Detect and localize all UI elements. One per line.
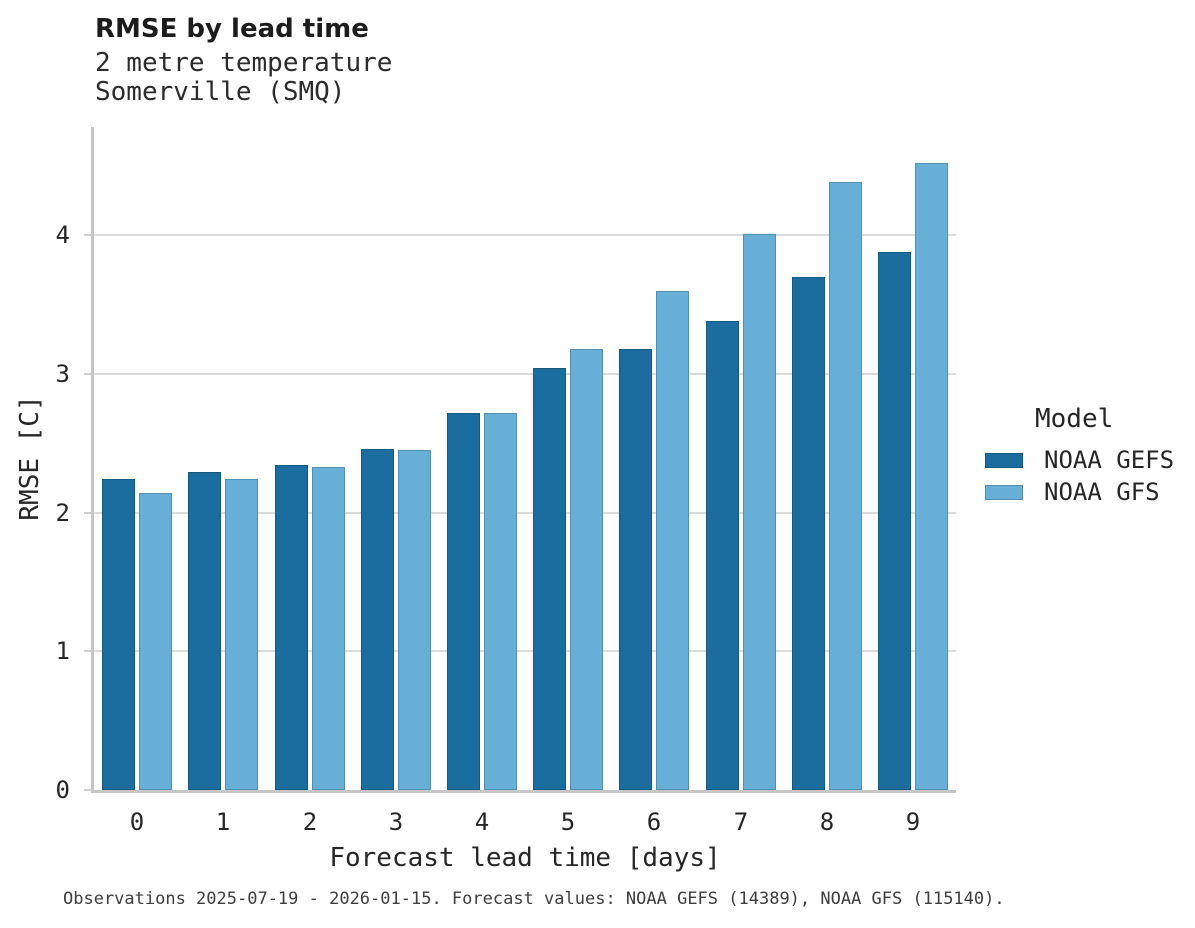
chart-subtitle-line1: 2 metre temperature (95, 48, 393, 78)
gridline-y-2 (94, 511, 956, 514)
y-tick-label-2: 2 (55, 498, 70, 527)
chart-subtitle-line2: Somerville (SMQ) (95, 77, 346, 107)
gridline-y-4 (94, 234, 956, 237)
gridline-y-3 (94, 372, 956, 375)
legend-label-noaa-gfs: NOAA GFS (1044, 478, 1160, 506)
bar-noaa-gefs-day-8 (792, 277, 825, 790)
chart-subtitle: 2 metre temperature Somerville (SMQ) (95, 49, 392, 107)
bar-noaa-gfs-day-5 (570, 349, 603, 790)
bar-noaa-gefs-day-6 (619, 349, 652, 790)
legend-swatch-noaa-gfs (985, 484, 1023, 500)
bar-noaa-gefs-day-3 (361, 449, 394, 790)
y-tick-label-1: 1 (55, 637, 70, 666)
bar-noaa-gfs-day-0 (139, 493, 172, 790)
y-tick-mark-0 (84, 789, 91, 791)
legend-title: Model (1035, 404, 1114, 434)
x-tick-label-2: 2 (302, 808, 318, 836)
bar-noaa-gefs-day-2 (275, 465, 308, 790)
bar-noaa-gefs-day-5 (533, 368, 566, 790)
bar-noaa-gfs-day-9 (915, 163, 948, 790)
x-tick-label-0: 0 (129, 808, 145, 836)
legend-swatch-noaa-gefs (985, 452, 1023, 468)
bar-noaa-gefs-day-4 (447, 413, 480, 790)
x-tick-label-3: 3 (388, 808, 404, 836)
bar-noaa-gfs-day-7 (743, 234, 776, 790)
legend-label-noaa-gefs: NOAA GEFS (1044, 446, 1175, 474)
x-tick-label-4: 4 (474, 808, 490, 836)
bar-noaa-gefs-day-7 (706, 321, 739, 790)
x-tick-label-6: 6 (646, 808, 662, 836)
y-tick-mark-1 (84, 650, 91, 653)
bar-noaa-gfs-day-3 (398, 450, 431, 790)
bar-noaa-gfs-day-4 (484, 413, 517, 790)
x-tick-label-7: 7 (733, 808, 749, 836)
y-tick-label-4: 4 (55, 221, 70, 250)
bar-noaa-gfs-day-6 (656, 291, 689, 790)
y-tick-label-3: 3 (55, 359, 70, 388)
bar-noaa-gfs-day-8 (829, 182, 862, 790)
y-tick-mark-3 (84, 372, 91, 375)
bar-noaa-gfs-day-1 (225, 479, 258, 790)
x-tick-label-9: 9 (905, 808, 921, 836)
caption: Observations 2025-07-19 - 2026-01-15. Fo… (63, 889, 1005, 909)
bar-noaa-gefs-day-1 (188, 472, 221, 790)
legend: Model NOAA GEFS NOAA GFS (985, 404, 1174, 508)
x-tick-label-5: 5 (560, 808, 576, 836)
y-tick-mark-2 (84, 511, 91, 514)
y-tick-label-0: 0 (55, 776, 70, 804)
legend-item-noaa-gefs: NOAA GEFS (985, 444, 1174, 476)
bar-noaa-gfs-day-2 (312, 467, 345, 790)
x-axis-title: Forecast lead time [days] (329, 843, 721, 873)
gridline-y-1 (94, 650, 956, 653)
bar-noaa-gefs-day-0 (102, 479, 135, 790)
bar-noaa-gefs-day-9 (878, 252, 911, 790)
x-tick-label-8: 8 (819, 808, 835, 836)
plot-area: 0 1 2 3 4 5 6 7 8 9 (84, 127, 956, 836)
legend-item-noaa-gfs: NOAA GFS (985, 476, 1174, 508)
y-tick-mark-4 (84, 234, 91, 237)
chart-title: RMSE by lead time (95, 14, 369, 44)
legend-items: NOAA GEFS NOAA GFS (985, 444, 1174, 508)
x-tick-label-1: 1 (215, 808, 231, 836)
